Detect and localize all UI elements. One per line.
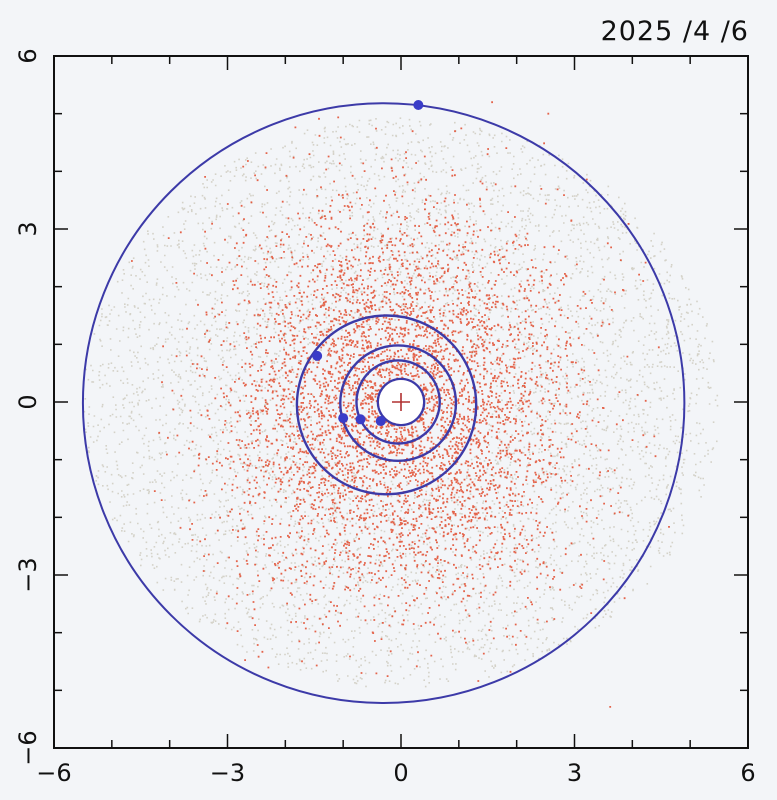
orbit-5: [81, 102, 686, 705]
planet-4: [312, 350, 323, 361]
x-tick-label: −3: [210, 759, 245, 787]
asteroid-halo-points: [83, 117, 719, 688]
x-tick-label: 6: [740, 759, 755, 787]
orbit-4: [295, 314, 478, 496]
asteroid-scatter: [83, 101, 719, 708]
axis-ticks: [53, 55, 749, 749]
y-tick-labels: −6 −3 0 3 6: [14, 48, 42, 765]
orbit-3: [339, 344, 458, 463]
planet-3: [338, 413, 349, 424]
planet-2: [355, 414, 366, 425]
sun-marker: [379, 380, 423, 424]
y-tick-label: −6: [14, 730, 42, 765]
x-tick-label: −6: [36, 759, 71, 787]
y-tick-label: 6: [14, 48, 42, 63]
x-tick-label: 3: [567, 759, 582, 787]
y-tick-label: 0: [14, 394, 42, 409]
orbit-1: [376, 377, 426, 427]
planet-5: [413, 100, 424, 111]
date-label: 2025 /4 /6: [600, 16, 749, 47]
sun-plus-icon: [392, 393, 410, 411]
x-tick-label: 0: [393, 759, 408, 787]
orbit-lines: [81, 102, 686, 705]
y-tick-label: −3: [14, 557, 42, 592]
planet-markers: [312, 100, 424, 427]
y-tick-label: 3: [14, 221, 42, 236]
x-tick-labels: −6 −3 0 3 6: [36, 759, 755, 787]
planet-1: [375, 416, 386, 427]
orbit-2: [355, 359, 441, 445]
